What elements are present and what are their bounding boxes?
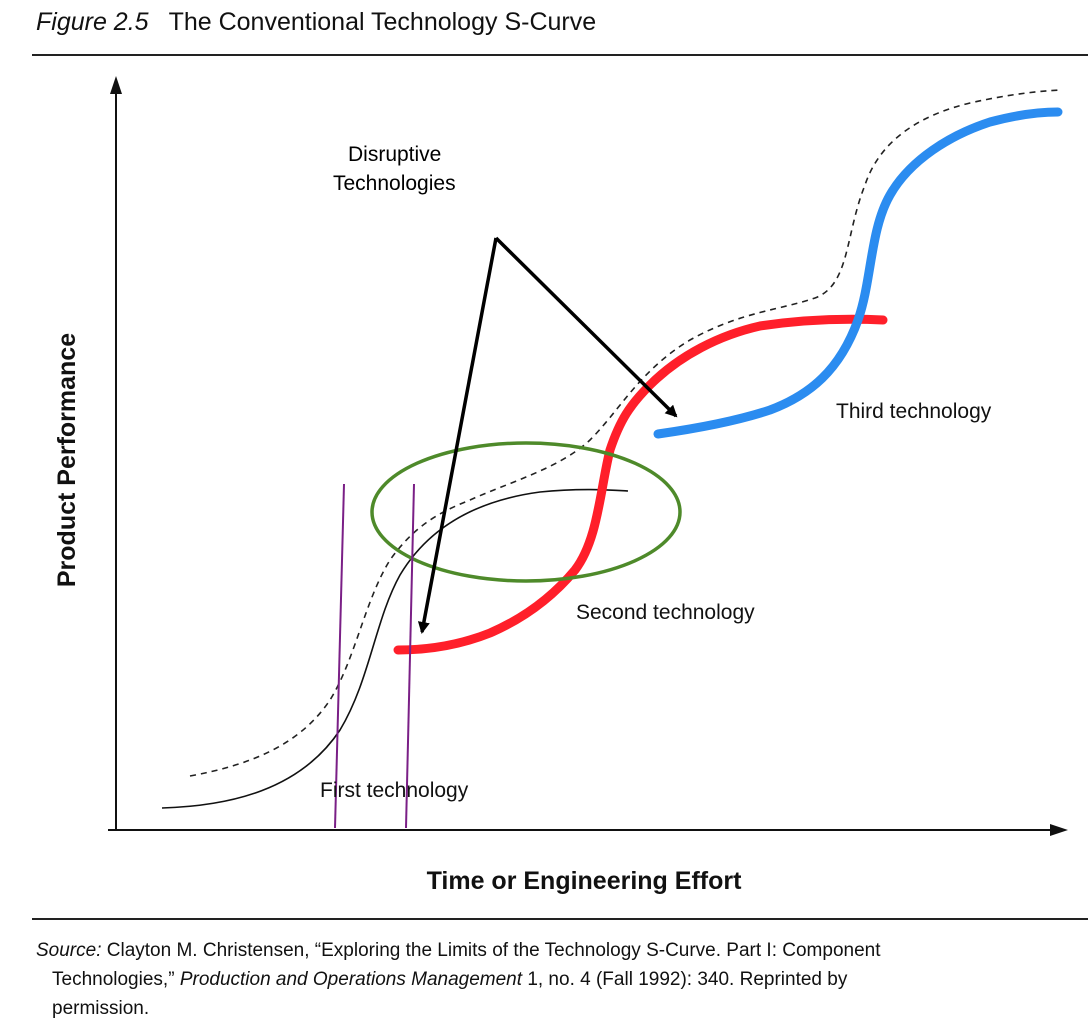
source-line-2: Technologies,” Production and Operations… [36, 965, 1084, 994]
vertical-line-right [405, 483, 415, 829]
x-axis-arrowhead [1050, 824, 1068, 836]
figure-title-text: The Conventional Technology S-Curve [168, 8, 597, 36]
source-text-1: Clayton M. Christensen, “Exploring the L… [106, 940, 881, 961]
top-rule [32, 54, 1088, 56]
disruptive-label-line1: Disruptive [348, 143, 441, 166]
third-technology-label: Third technology [836, 400, 992, 423]
x-axis-label: Time or Engineering Effort [427, 867, 743, 895]
disruptive-arrow-third [494, 236, 678, 418]
source-text-2a: Technologies,” [52, 969, 175, 990]
second-technology-curve [393, 314, 888, 655]
y-axis-arrowhead [110, 76, 122, 94]
highlight-ellipse [370, 441, 682, 583]
figure-label: Figure 2.5 [36, 8, 149, 36]
second-technology-label: Second technology [576, 601, 755, 624]
disruptive-label-line2: Technologies [333, 172, 456, 195]
bottom-rule [32, 918, 1088, 920]
dashed-envelope-curve [189, 89, 1061, 777]
first-technology-label: First technology [320, 779, 469, 802]
vertical-line-left [334, 483, 345, 829]
source-line-1: Source: Clayton M. Christensen, “Explori… [36, 940, 881, 961]
source-line-3: permission. [52, 998, 150, 1019]
source-prefix: Source: [36, 940, 102, 961]
disruptive-arrow-second [417, 237, 498, 634]
source-citation: Source: Clayton M. Christensen, “Explori… [36, 936, 1084, 1023]
source-text-2b: 1, no. 4 (Fall 1992): 340. Reprinted by [527, 969, 848, 990]
third-technology-curve [653, 107, 1063, 439]
first-technology-curve [161, 488, 629, 809]
figure-title: Figure 2.5 The Conventional Technology S-… [36, 8, 596, 37]
source-journal: Production and Operations Management [179, 969, 523, 990]
y-axis-label: Product Performance [53, 333, 81, 587]
